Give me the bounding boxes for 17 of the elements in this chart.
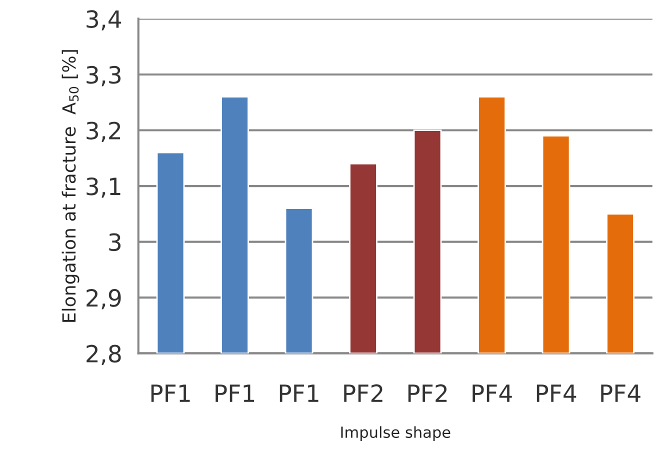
x-tick-label: PF4 (472, 384, 512, 402)
y-tick-label: 2,9 (86, 289, 121, 310)
y-tick-label: 3,3 (86, 66, 121, 86)
x-tick-label: PF1 (280, 384, 318, 402)
y-tick-label: 3 (109, 233, 121, 252)
x-axis-title: Impulse shape (341, 426, 450, 441)
y-tick-label: 2,8 (86, 344, 121, 366)
x-tick-label: PF4 (536, 384, 576, 402)
y-axis-title: Elongation at fracture A$_{50}$ [%] (62, 50, 80, 322)
y-tick-label: 3,2 (86, 122, 120, 142)
y-tick-label: 3,1 (86, 177, 120, 198)
x-tick-label: PF2 (344, 384, 382, 402)
x-tick-label: PF1 (216, 384, 254, 402)
y-tick-label: 3,4 (86, 10, 122, 30)
x-tick-label: PF1 (151, 384, 190, 402)
x-tick-label: PF2 (408, 384, 447, 402)
x-tick-label: PF4 (601, 384, 640, 402)
